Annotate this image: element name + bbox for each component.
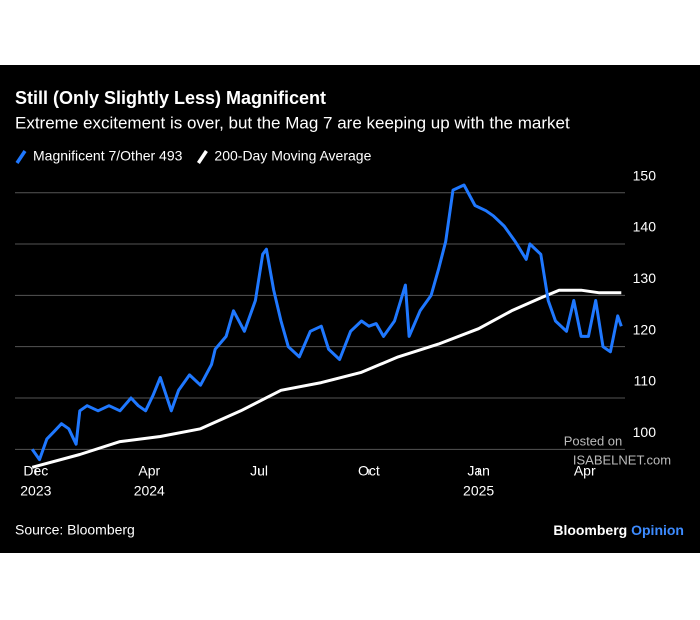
y-tick-label: 100 xyxy=(633,424,657,440)
x-tick-label: Oct xyxy=(358,463,380,479)
source: Source: Bloomberg xyxy=(15,522,135,538)
x-tick-label: 2025 xyxy=(463,483,494,499)
y-tick-label: 130 xyxy=(633,270,657,286)
chart-title: Still (Only Slightly Less) Magnificent xyxy=(15,88,326,108)
x-tick-label: 2024 xyxy=(134,483,165,499)
series-line xyxy=(31,288,622,469)
brand: Bloomberg Opinion xyxy=(553,522,684,538)
legend-label: 200-Day Moving Average xyxy=(214,148,371,164)
y-tick-label: 110 xyxy=(634,373,657,389)
brand-name: Bloomberg xyxy=(553,522,627,538)
x-tick-label: Jul xyxy=(250,463,268,479)
y-tick-label: 150 xyxy=(633,167,657,183)
x-tick-label: 2023 xyxy=(20,483,51,499)
x-tick-label: Dec xyxy=(23,463,48,479)
chart-background xyxy=(0,65,700,553)
x-tick-label: Apr xyxy=(574,463,596,479)
watermark: ISABELNET.com xyxy=(573,452,671,467)
y-tick-label: 120 xyxy=(633,321,657,337)
y-tick-label: 140 xyxy=(633,219,657,235)
legend-swatch xyxy=(15,150,27,164)
chart-subtitle: Extreme excitement is over, but the Mag … xyxy=(15,113,570,132)
x-tick-label: Apr xyxy=(138,463,160,479)
series-line xyxy=(30,183,623,462)
legend-label: Magnificent 7/Other 493 xyxy=(33,148,183,164)
brand-suffix: Opinion xyxy=(631,522,684,538)
x-tick-label: Jan xyxy=(467,463,490,479)
legend: Magnificent 7/Other 493 200-Day Moving Av… xyxy=(15,148,372,164)
watermark: Posted on xyxy=(564,433,623,448)
legend-swatch xyxy=(196,150,208,164)
